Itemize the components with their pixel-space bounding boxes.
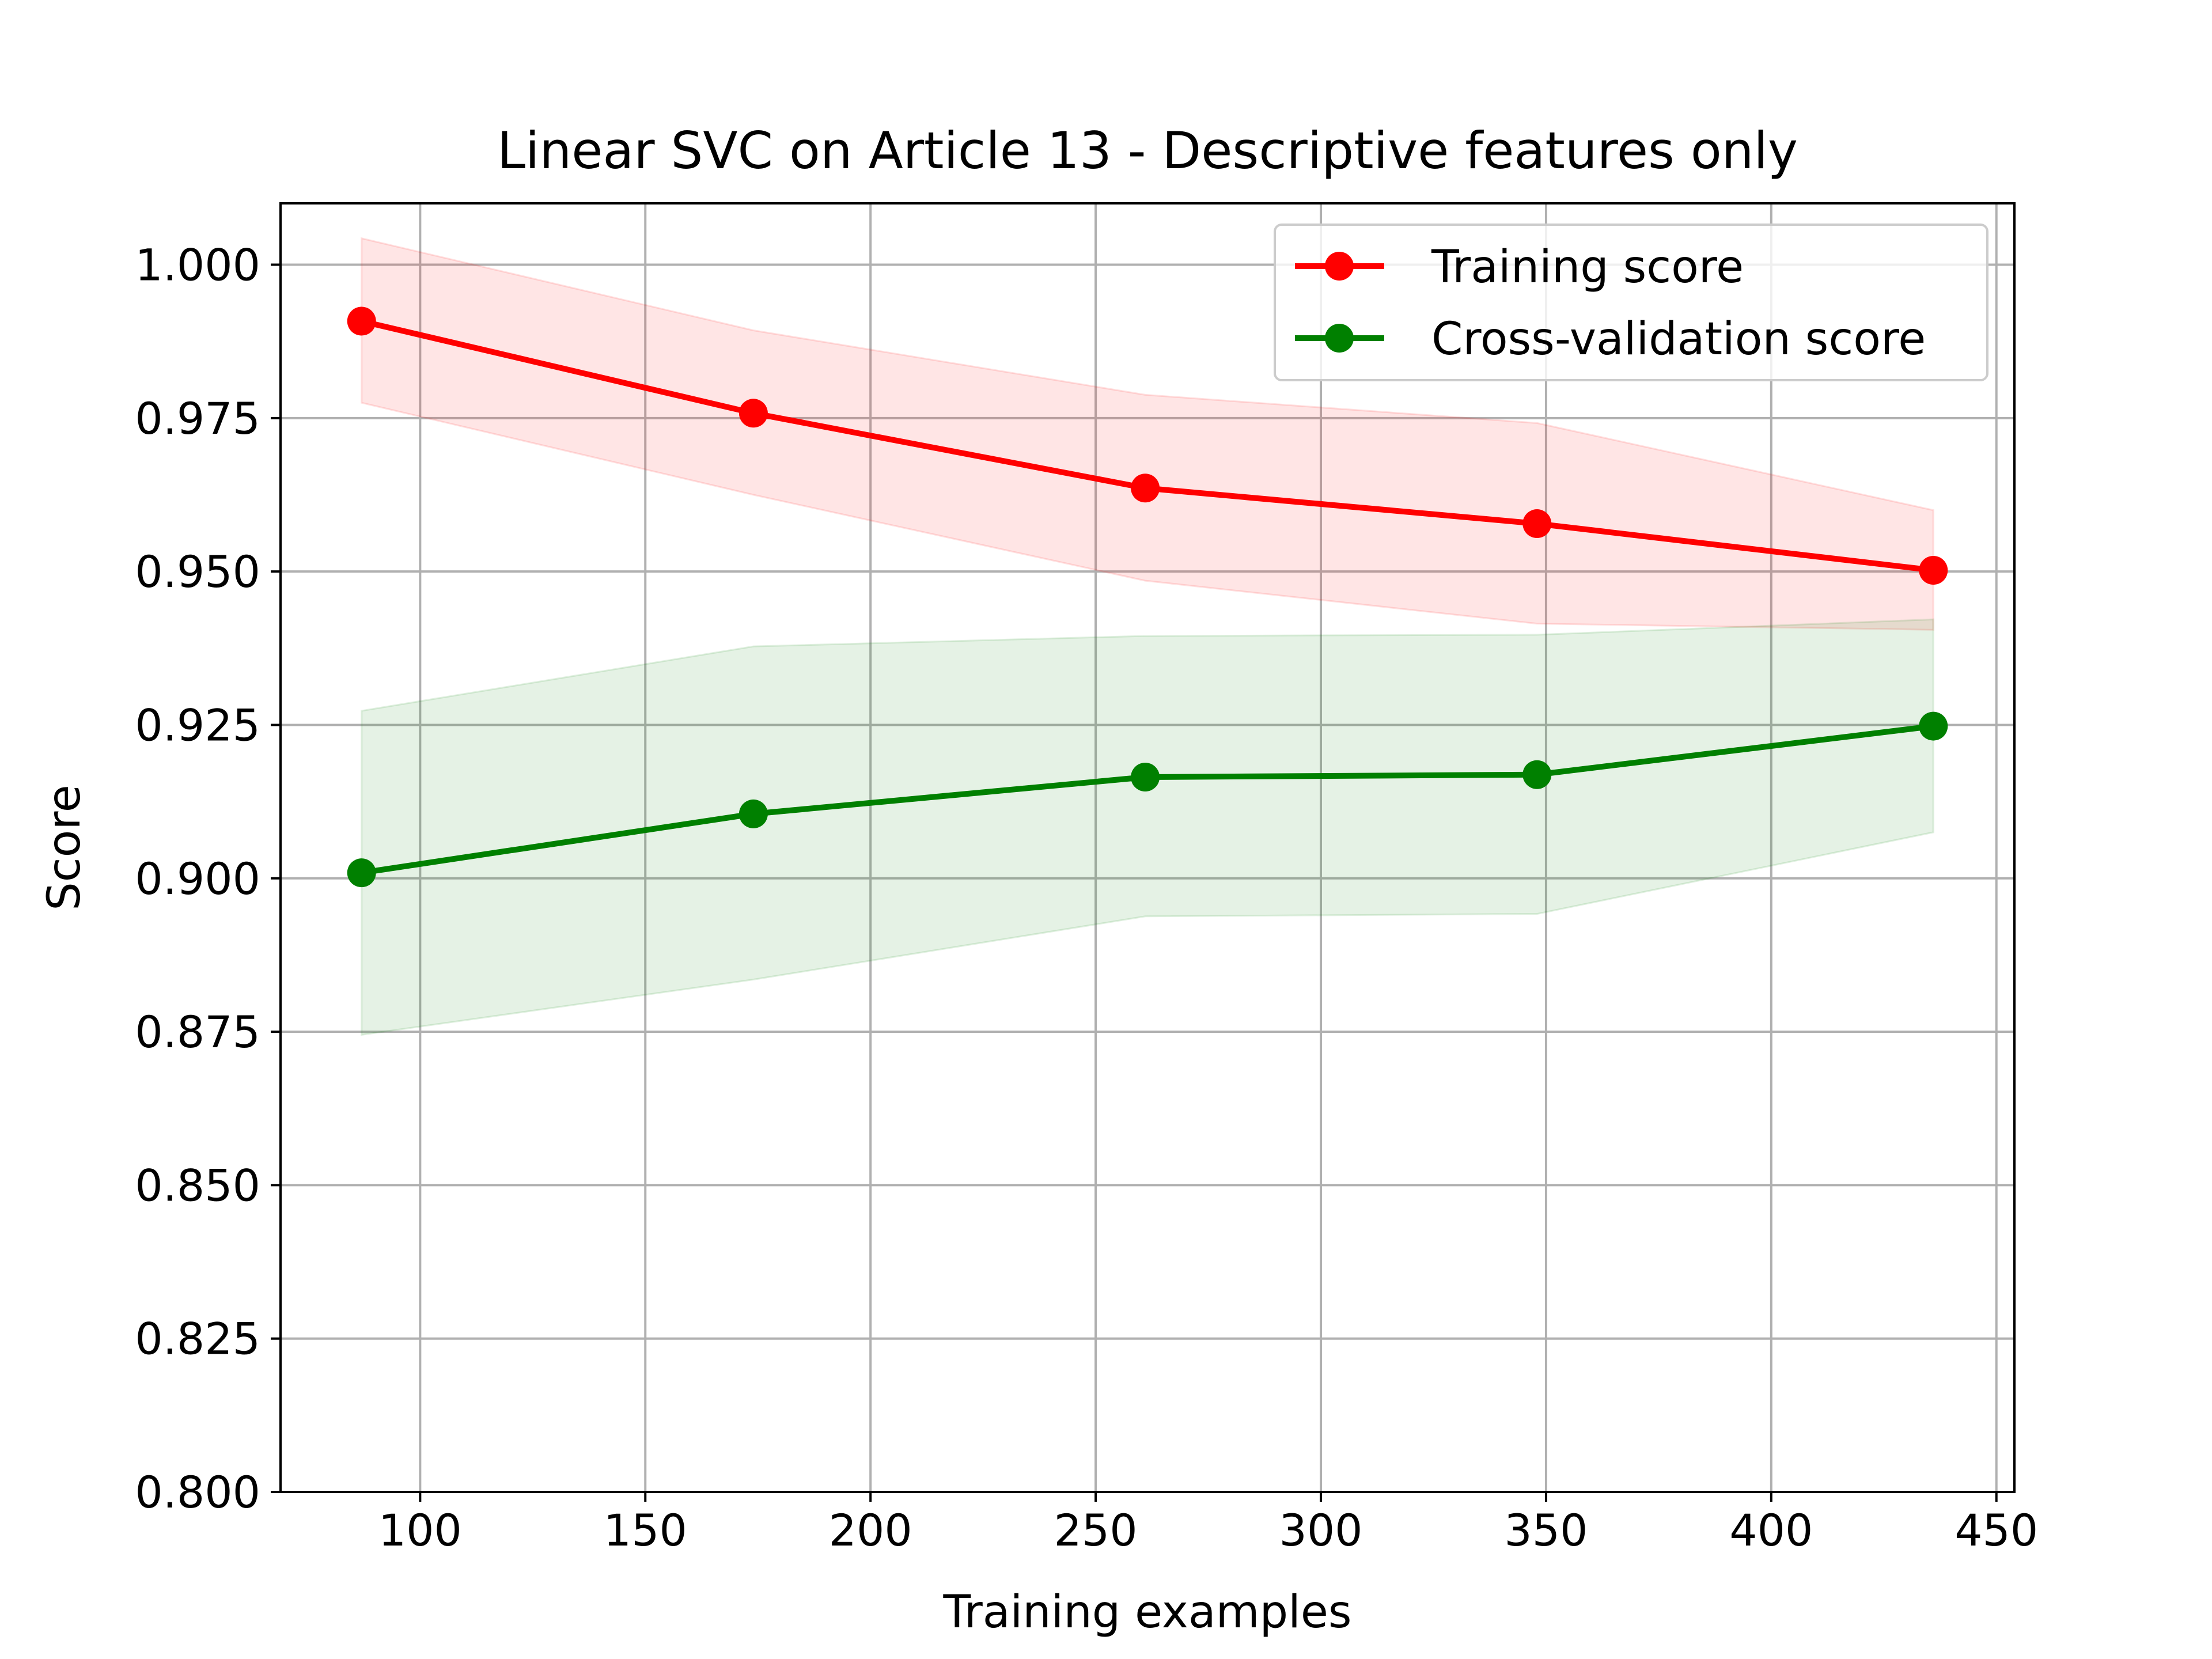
y-tick-label: 0.850: [135, 1160, 260, 1211]
x-tick-label: 150: [604, 1505, 687, 1556]
std-band-cross-validation: [361, 618, 1934, 1036]
y-axis-label: Score: [39, 785, 90, 910]
y-tick-label: 0.925: [135, 699, 260, 751]
data-point-cross-validation: [347, 858, 376, 888]
legend: Training score Cross-validation score: [1274, 224, 1988, 381]
x-tick-label: 250: [1054, 1505, 1138, 1556]
legend-entry-label: Cross-validation score: [1431, 313, 1926, 365]
y-tick-label: 0.975: [135, 393, 260, 444]
data-point-training: [1522, 509, 1552, 539]
series-lines: [347, 306, 1948, 888]
x-tick-label: 400: [1729, 1505, 1813, 1556]
data-point-cross-validation: [738, 799, 768, 828]
data-point-training: [347, 306, 376, 336]
data-point-training: [1131, 474, 1160, 503]
x-tick-label: 300: [1279, 1505, 1362, 1556]
x-tick-label: 100: [378, 1505, 462, 1556]
x-axis-label: Training examples: [943, 1586, 1352, 1638]
legend-entry-label: Training score: [1431, 241, 1744, 293]
y-tick-label: 0.950: [135, 546, 260, 597]
axis-ticks: 100 150 200 250 300 350 400 450 0.800 0.825 0.850 0…: [135, 240, 2038, 1556]
data-point-cross-validation: [1131, 762, 1160, 791]
y-tick-label: 0.875: [135, 1006, 260, 1058]
x-tick-label: 350: [1504, 1505, 1588, 1556]
data-point-training: [1919, 556, 1948, 585]
data-point-training: [738, 399, 768, 428]
axes-frame: [279, 202, 2016, 1493]
y-tick-label: 0.900: [135, 853, 260, 904]
y-tick-label: 0.800: [135, 1467, 260, 1518]
y-tick-label: 1.000: [135, 240, 260, 291]
y-tick-label: 0.825: [135, 1313, 260, 1365]
data-point-cross-validation: [1919, 711, 1948, 741]
legend-swatch-marker: [1325, 252, 1354, 281]
x-tick-label: 450: [1955, 1505, 2038, 1556]
legend-box: [1274, 224, 1988, 381]
chart-title: Linear SVC on Article 13 - Descriptive f…: [497, 121, 1798, 180]
x-tick-label: 200: [829, 1505, 912, 1556]
data-point-cross-validation: [1522, 760, 1552, 789]
legend-swatch-marker: [1325, 324, 1354, 353]
